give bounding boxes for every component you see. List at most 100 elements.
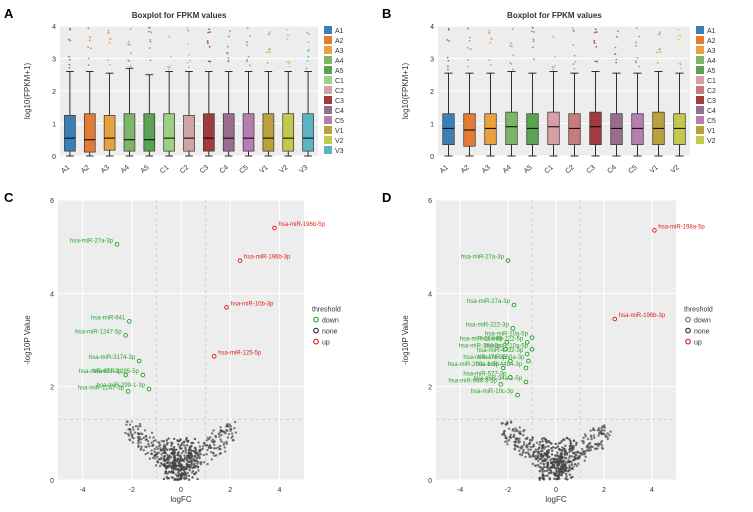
svg-text:none: none — [694, 329, 710, 336]
panel-label-a: A — [4, 6, 13, 21]
svg-text:0: 0 — [52, 154, 56, 161]
svg-text:hsa-miR-1247-5p: hsa-miR-1247-5p — [75, 329, 122, 335]
svg-text:A3: A3 — [707, 48, 716, 55]
panel-b-boxplot: Boxplot for FPKM values01234log10(FPKM+1… — [396, 6, 748, 184]
svg-text:C4: C4 — [707, 108, 716, 115]
panel-label-d: D — [382, 190, 391, 205]
svg-text:1: 1 — [52, 122, 56, 129]
svg-text:none: none — [322, 329, 338, 336]
svg-text:threshold: threshold — [312, 307, 341, 314]
svg-text:A2: A2 — [80, 164, 91, 175]
svg-text:2: 2 — [50, 385, 54, 392]
svg-text:log10(FPKM+1): log10(FPKM+1) — [23, 63, 32, 120]
svg-text:A5: A5 — [707, 68, 716, 75]
svg-text:hsa-miR-198a-5p: hsa-miR-198a-5p — [658, 224, 705, 230]
svg-text:hsa-miR-3174-3p: hsa-miR-3174-3p — [89, 355, 136, 361]
svg-text:2: 2 — [602, 487, 606, 494]
svg-text:A4: A4 — [707, 58, 716, 65]
svg-text:V2: V2 — [335, 138, 344, 145]
svg-text:-4: -4 — [79, 487, 85, 494]
svg-text:C3: C3 — [707, 98, 716, 105]
svg-text:A3: A3 — [481, 164, 492, 175]
svg-text:hsa-miR-1285-5p: hsa-miR-1285-5p — [93, 369, 140, 375]
svg-text:-log10P Value: -log10P Value — [401, 315, 410, 365]
svg-text:-log10P Value: -log10P Value — [23, 315, 32, 365]
svg-text:2: 2 — [228, 487, 232, 494]
svg-text:down: down — [322, 318, 339, 325]
svg-text:2: 2 — [430, 89, 434, 96]
svg-text:C1: C1 — [707, 78, 716, 85]
svg-text:hsa-miR-941: hsa-miR-941 — [91, 315, 126, 321]
svg-text:6: 6 — [50, 198, 54, 205]
svg-text:logFC: logFC — [545, 495, 567, 504]
svg-text:1: 1 — [430, 122, 434, 129]
svg-text:hsa-miR-196b-5p: hsa-miR-196b-5p — [278, 222, 325, 228]
svg-text:log10(FPKM+1): log10(FPKM+1) — [401, 63, 410, 120]
svg-text:A4: A4 — [120, 164, 131, 175]
svg-text:C4: C4 — [606, 164, 617, 175]
svg-text:hsa-miR-27a-3p: hsa-miR-27a-3p — [70, 238, 114, 244]
svg-text:C5: C5 — [627, 164, 638, 175]
svg-text:Boxplot for FPKM values: Boxplot for FPKM values — [507, 11, 602, 20]
svg-text:V1: V1 — [707, 128, 716, 135]
svg-text:V2: V2 — [670, 164, 681, 175]
svg-text:C1: C1 — [159, 164, 170, 175]
svg-text:A4: A4 — [335, 58, 344, 65]
svg-text:A3: A3 — [100, 164, 111, 175]
svg-text:hsa-miR-550a-3p: hsa-miR-550a-3p — [478, 355, 525, 361]
svg-text:2: 2 — [52, 89, 56, 96]
panel-label-b: B — [382, 6, 391, 21]
svg-text:C2: C2 — [179, 164, 190, 175]
svg-text:hsa-miR-125-5p: hsa-miR-125-5p — [218, 350, 262, 356]
svg-text:A2: A2 — [460, 164, 471, 175]
svg-text:C3: C3 — [335, 98, 344, 105]
svg-text:hsa-miR-4484-3p: hsa-miR-4484-3p — [476, 362, 523, 368]
svg-text:4: 4 — [50, 291, 54, 298]
figure-page: A B C D Boxplot for FPKM values 0 1 2 3 4 log1… — [0, 0, 753, 512]
svg-text:C1: C1 — [543, 164, 554, 175]
svg-text:-2: -2 — [505, 487, 511, 494]
svg-text:A5: A5 — [140, 164, 151, 175]
svg-text:C2: C2 — [707, 88, 716, 95]
svg-text:hsa-miR-4732-3p: hsa-miR-4732-3p — [477, 348, 524, 354]
svg-text:A1: A1 — [707, 28, 716, 35]
svg-text:hsa-miR-27a-3p: hsa-miR-27a-3p — [467, 299, 511, 305]
svg-text:6: 6 — [428, 198, 432, 205]
svg-text:C3: C3 — [199, 164, 210, 175]
svg-text:3: 3 — [430, 57, 434, 64]
svg-text:hsa-miR-34a-1-5p: hsa-miR-34a-1-5p — [474, 376, 523, 382]
svg-text:V2: V2 — [707, 138, 716, 145]
svg-text:C2: C2 — [335, 88, 344, 95]
svg-text:down: down — [694, 318, 711, 325]
svg-text:4: 4 — [650, 487, 654, 494]
svg-text:C4: C4 — [219, 164, 230, 175]
svg-text:A2: A2 — [707, 38, 716, 45]
svg-text:0: 0 — [428, 478, 432, 485]
svg-text:V3: V3 — [298, 164, 309, 175]
panel-a-boxplot: Boxplot for FPKM values01234log10(FPKM+1… — [18, 6, 376, 184]
svg-text:A3: A3 — [335, 48, 344, 55]
panel-label-c: C — [4, 190, 13, 205]
svg-text:hsa-miR-10c-3p: hsa-miR-10c-3p — [471, 389, 514, 395]
svg-text:0: 0 — [554, 487, 558, 494]
svg-text:V1: V1 — [259, 164, 270, 175]
svg-text:4: 4 — [52, 24, 56, 31]
svg-text:4: 4 — [428, 291, 432, 298]
svg-text:0: 0 — [430, 154, 434, 161]
svg-text:0: 0 — [179, 487, 183, 494]
svg-text:V2: V2 — [278, 164, 289, 175]
panel-c-volcano: -4-20240246logFC-log10P Valuehsa-miR-196… — [18, 192, 376, 506]
svg-text:C2: C2 — [564, 164, 575, 175]
svg-text:A1: A1 — [439, 164, 450, 175]
svg-text:C1: C1 — [335, 78, 344, 85]
svg-text:Boxplot for FPKM values: Boxplot for FPKM values — [132, 11, 227, 20]
svg-text:hsa-miR-222-3p: hsa-miR-222-3p — [466, 322, 510, 328]
svg-text:0: 0 — [50, 478, 54, 485]
svg-text:-4: -4 — [457, 487, 463, 494]
svg-text:hsa-miR-196b-3p: hsa-miR-196b-3p — [244, 255, 291, 261]
svg-text:logFC: logFC — [170, 495, 192, 504]
svg-text:2: 2 — [428, 385, 432, 392]
svg-text:V1: V1 — [649, 164, 660, 175]
svg-text:hsa-miR-10b-3p: hsa-miR-10b-3p — [231, 301, 275, 307]
svg-text:up: up — [322, 340, 330, 347]
